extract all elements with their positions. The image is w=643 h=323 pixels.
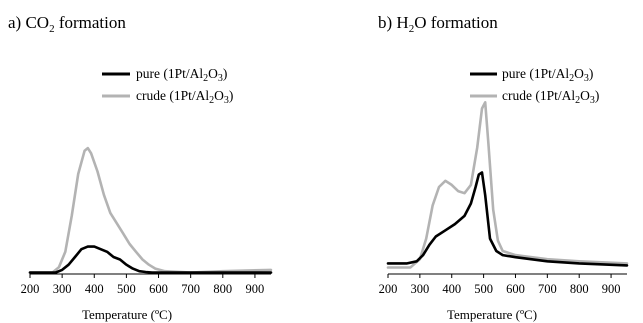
x-tick-label: 600	[149, 282, 168, 296]
x-tick-label: 500	[117, 282, 136, 296]
x-tick-label: 800	[570, 282, 589, 296]
panel-b-legend: pure (1Pt/Al2O3) crude (1Pt/Al2O3)	[470, 66, 599, 106]
series-line-pure	[28, 245, 273, 274]
x-tick-label: 300	[410, 282, 429, 296]
x-tick-label: 200	[379, 282, 398, 296]
x-tick-label: 500	[474, 282, 493, 296]
panel-b-plot	[386, 101, 629, 269]
panel-b-title: b) H2O formation	[378, 13, 498, 35]
panel-b: b) H2O formation pure (1Pt/Al2O3) crude …	[378, 13, 629, 322]
series-line-pure	[386, 171, 629, 267]
panel-a-title: a) CO2 formation	[8, 13, 126, 35]
legend-label-crude: crude (1Pt/Al2O3)	[136, 88, 233, 106]
x-tick-label: 900	[602, 282, 621, 296]
x-tick-label: 700	[181, 282, 200, 296]
series-line-crude	[386, 101, 629, 269]
x-tick-label: 300	[53, 282, 72, 296]
legend-label-pure: pure (1Pt/Al2O3)	[502, 66, 593, 84]
x-tick-label: 400	[442, 282, 461, 296]
panel-a: a) CO2 formation pure (1Pt/Al2O3) crude …	[8, 13, 273, 322]
x-tick-label: 800	[213, 282, 232, 296]
x-tick-label: 900	[246, 282, 265, 296]
panel-a-plot	[28, 146, 273, 274]
x-tick-label: 200	[21, 282, 40, 296]
x-tick-label: 400	[85, 282, 104, 296]
panel-b-x-axis-title: Temperature (ºC)	[447, 307, 537, 322]
panel-a-x-axis: 200 300 400 500 600 700 800 900	[21, 273, 271, 296]
panel-a-legend: pure (1Pt/Al2O3) crude (1Pt/Al2O3)	[102, 66, 233, 106]
x-tick-label: 600	[506, 282, 525, 296]
panel-b-x-axis: 200 300 400 500 600 700 800 900	[379, 273, 627, 296]
series-line-crude	[28, 146, 273, 274]
x-tick-label: 700	[538, 282, 557, 296]
panel-a-x-axis-title: Temperature (ºC)	[82, 307, 172, 322]
legend-label-crude: crude (1Pt/Al2O3)	[502, 88, 599, 106]
legend-label-pure: pure (1Pt/Al2O3)	[136, 66, 227, 84]
